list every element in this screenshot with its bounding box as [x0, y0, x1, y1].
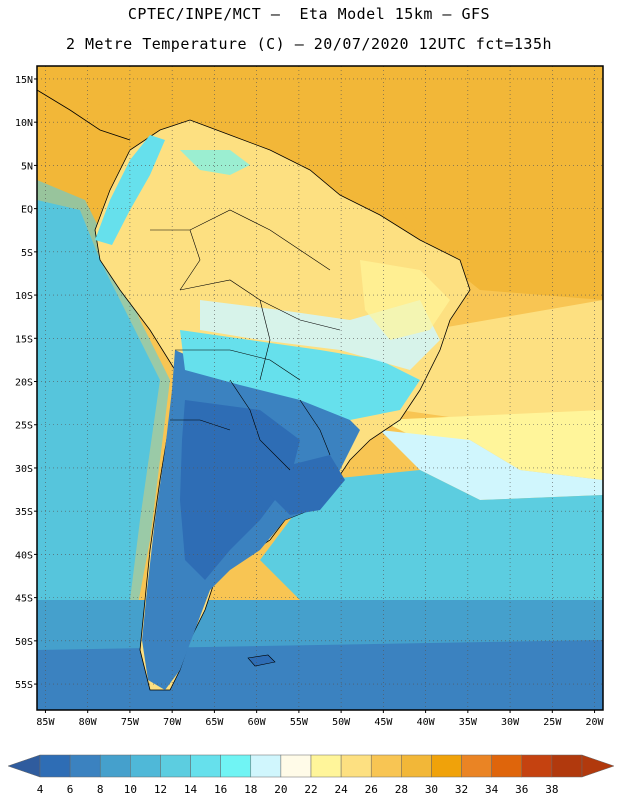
lat-tick-label: 30S	[15, 464, 33, 475]
title-line-2: 2 Metre Temperature (C) – 20/07/2020 12U…	[65, 35, 553, 53]
colorbar-swatch	[190, 754, 221, 778]
colorbar-swatch	[551, 754, 583, 778]
ocean-pale-band	[380, 430, 603, 500]
latitude-axis: 15N 10N 5N EQ 5S 10S 15S 20S 25S 30S 35S 40S 45S 50S 5…	[15, 75, 37, 691]
ocean-far-south	[37, 640, 603, 710]
colorbar-high-arrow	[581, 754, 615, 778]
lon-tick-label: 55W	[290, 717, 309, 728]
colorbar-level-label: 12	[154, 783, 167, 796]
lat-tick-label: 10N	[15, 118, 33, 129]
colorbar-swatch	[130, 754, 161, 778]
lat-tick-label: 10S	[15, 291, 33, 302]
lat-tick-label: 40S	[15, 550, 33, 561]
colorbar-swatch	[39, 754, 71, 778]
colorbar-level-label: 26	[365, 783, 378, 796]
lat-tick-label: 20S	[15, 378, 33, 389]
lat-tick-label: 5N	[21, 161, 33, 172]
title-line-1: CPTEC/INPE/MCT – Eta Model 15km – GFS	[127, 5, 491, 23]
temperature-map	[37, 66, 603, 710]
lat-tick-label: 15N	[15, 75, 33, 86]
colorbar-swatch	[310, 754, 342, 778]
lat-tick-label: EQ	[21, 205, 33, 216]
lat-tick-label: 15S	[15, 334, 33, 345]
colorbar-level-label: 18	[244, 783, 257, 796]
colorbar-level-label: 28	[395, 783, 408, 796]
colorbar-swatch	[461, 754, 492, 778]
lon-tick-label: 75W	[121, 717, 140, 728]
colorbar-level-label: 36	[515, 783, 528, 796]
colorbar-level-label: 14	[184, 783, 198, 796]
colorbar-level-label: 4	[37, 783, 44, 796]
colorbar-swatch	[370, 754, 402, 778]
lat-tick-label: 25S	[15, 421, 33, 432]
colorbar-swatch	[220, 754, 252, 778]
lon-tick-label: 25W	[543, 717, 562, 728]
colorbar-level-label: 22	[304, 783, 317, 796]
grid-lines	[37, 66, 603, 710]
lon-tick-label: 30W	[501, 717, 520, 728]
colorbar-level-label: 34	[485, 783, 499, 796]
lon-tick-label: 45W	[374, 717, 393, 728]
falkland-islands	[247, 654, 276, 667]
colorbar-level-label: 16	[214, 783, 227, 796]
colorbar-level-label: 38	[545, 783, 558, 796]
longitude-axis: 85W 80W 75W 70W 65W 60W 55W 50W 45W 40W 35W 30W 25W 2…	[36, 710, 605, 728]
colorbar-level-label: 24	[334, 783, 348, 796]
lon-tick-label: 70W	[163, 717, 182, 728]
lon-tick-label: 35W	[459, 717, 478, 728]
lat-tick-label: 50S	[15, 637, 33, 648]
land-venezuela-band	[180, 150, 250, 175]
lon-tick-label: 40W	[417, 717, 436, 728]
lon-tick-label: 85W	[36, 717, 55, 728]
colorbar-level-label: 8	[97, 783, 104, 796]
map-frame	[36, 65, 604, 711]
colorbar-level-label: 20	[274, 783, 287, 796]
land-cool-core	[180, 400, 300, 580]
colorbar-swatch	[160, 754, 191, 778]
lat-tick-label: 45S	[15, 594, 33, 605]
ocean-light-band	[380, 410, 603, 480]
caribbean-coast	[37, 89, 131, 141]
lon-tick-label: 50W	[332, 717, 351, 728]
country-borders	[150, 209, 341, 471]
lat-tick-label: 55S	[15, 680, 33, 691]
colorbar-swatch	[250, 754, 282, 778]
lat-tick-label: 35S	[15, 507, 33, 518]
colorbar-swatch	[401, 754, 432, 778]
colorbar-level-label: 32	[455, 783, 468, 796]
colorbar-swatch	[69, 754, 101, 778]
lon-tick-label: 20W	[586, 717, 605, 728]
lon-tick-label: 65W	[205, 717, 224, 728]
colorbar-low-arrow	[7, 754, 41, 778]
colorbar-level-label: 6	[67, 783, 74, 796]
colorbar-swatch	[431, 754, 462, 778]
colorbar-level-label: 10	[124, 783, 137, 796]
ocean-south-atlantic-cyan	[260, 470, 603, 620]
colorbar-swatch	[521, 754, 553, 778]
land-uruguay-cool	[270, 455, 345, 515]
lon-tick-label: 60W	[248, 717, 267, 728]
lon-tick-label: 80W	[79, 717, 98, 728]
lat-tick-label: 5S	[21, 248, 33, 259]
land-brazil-east	[360, 260, 450, 340]
colorbar-swatch	[280, 754, 312, 778]
colorbar-level-label: 30	[425, 783, 438, 796]
colorbar: 4 6 8 10 12 14 16 18 20 22 24 26 28 30 32 34 36 38	[7, 754, 615, 796]
colorbar-swatch	[491, 754, 523, 778]
colorbar-swatch	[99, 754, 131, 778]
colorbar-swatch	[340, 754, 372, 778]
